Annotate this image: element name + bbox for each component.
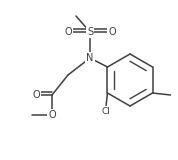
Text: N: N	[86, 53, 94, 63]
Text: O: O	[64, 27, 72, 37]
Text: Cl: Cl	[101, 107, 110, 116]
Text: O: O	[32, 90, 40, 100]
Text: S: S	[87, 27, 93, 37]
Text: O: O	[108, 27, 116, 37]
Text: O: O	[48, 110, 56, 120]
